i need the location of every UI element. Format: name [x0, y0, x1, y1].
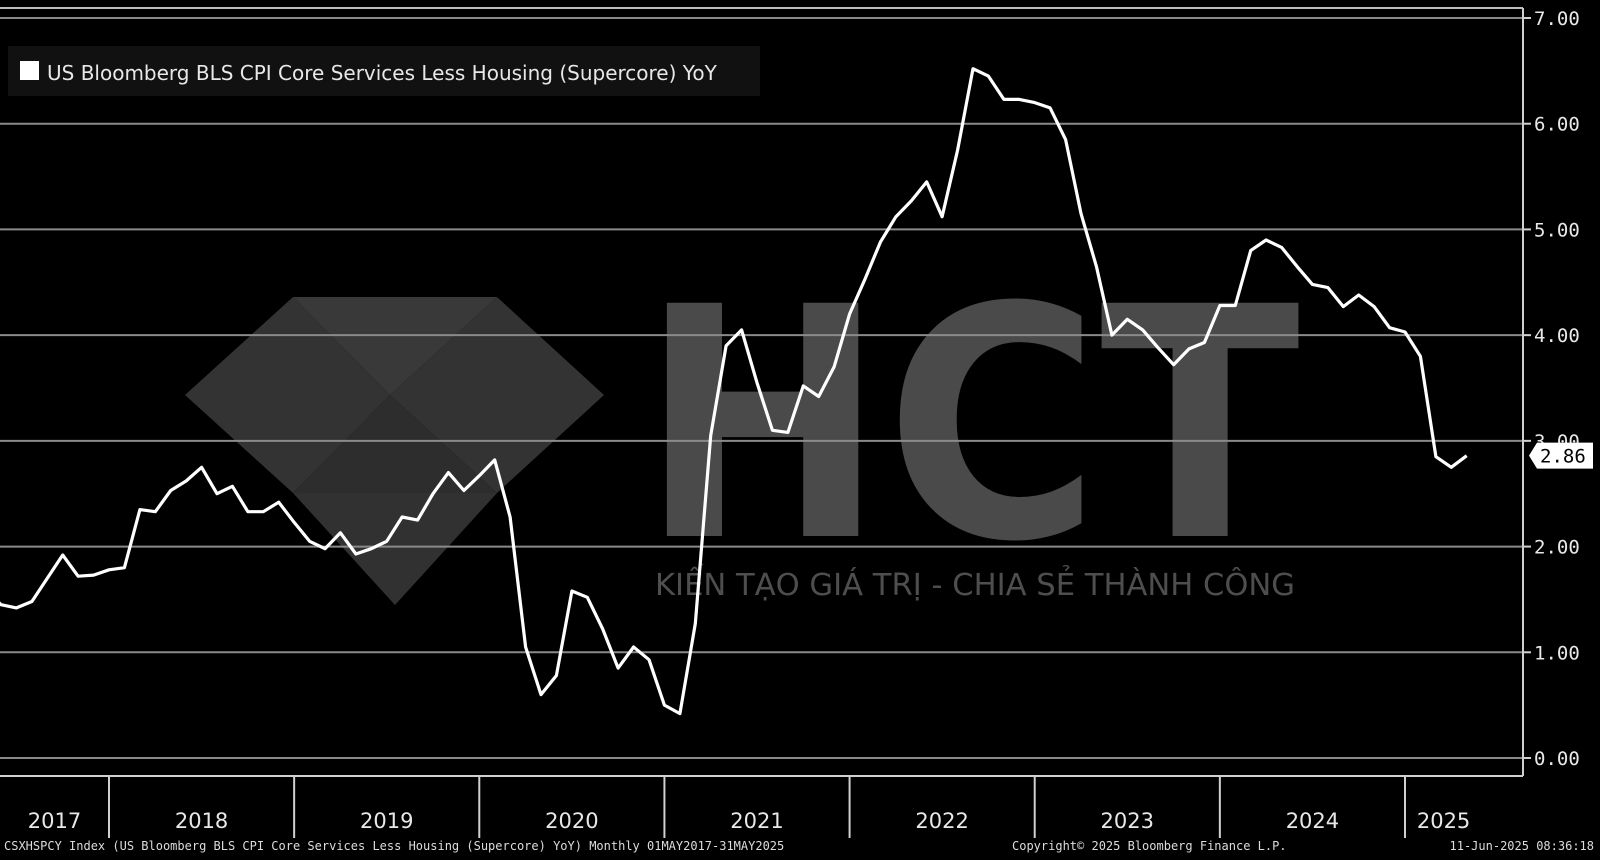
- series-line: [0, 67, 1468, 716]
- y-tick-label: 1.00: [1534, 642, 1580, 664]
- y-tick-label: 0.00: [1534, 748, 1580, 770]
- watermark-title: HCT: [640, 240, 1302, 612]
- watermark-slogan: KIẾN TẠO GIÁ TRỊ - CHIA SẺ THÀNH CÔNG: [655, 564, 1295, 603]
- x-tick-label: 2018: [175, 809, 228, 833]
- y-tick-label: 7.00: [1534, 8, 1580, 30]
- x-tick-label: 2017: [28, 809, 81, 833]
- legend-swatch: [20, 61, 39, 80]
- y-tick-label: 6.00: [1534, 114, 1580, 136]
- grid-lines: [0, 7, 1523, 759]
- x-axis: 2017 2018 2019 2020 2021 2022 2023 2024 2025: [0, 775, 1523, 838]
- footer-copyright: Copyright© 2025 Bloomberg Finance L.P.: [1012, 839, 1287, 853]
- x-tick-label: 2019: [360, 809, 413, 833]
- x-tick-label: 2022: [915, 809, 968, 833]
- y-tick-label: 2.00: [1534, 537, 1580, 559]
- y-tick-label: 4.00: [1534, 325, 1580, 347]
- x-tick-label: 2021: [730, 809, 783, 833]
- legend-box: [8, 46, 760, 96]
- x-tick-label: 2023: [1101, 809, 1154, 833]
- y-tick-label: 5.00: [1534, 219, 1580, 241]
- y-axis: 0.001.002.003.004.005.006.007.00: [1522, 8, 1580, 776]
- legend: US Bloomberg BLS CPI Core Services Less …: [8, 46, 760, 96]
- x-tick-label: 2024: [1286, 809, 1339, 833]
- x-tick-label: 2025: [1417, 809, 1470, 833]
- footer-timestamp: 11-Jun-2025 08:36:18: [1450, 839, 1595, 853]
- last-value-label: 2.86: [1540, 446, 1586, 468]
- x-tick-label: 2020: [545, 809, 598, 833]
- legend-label: US Bloomberg BLS CPI Core Services Less …: [47, 61, 718, 85]
- last-value-tag: 2.86: [1529, 442, 1593, 469]
- watermark-diamond-logo: [185, 297, 604, 605]
- footer-source: CSXHSPCY Index (US Bloomberg BLS CPI Cor…: [4, 839, 784, 853]
- last-value-tag-box: [1529, 442, 1593, 469]
